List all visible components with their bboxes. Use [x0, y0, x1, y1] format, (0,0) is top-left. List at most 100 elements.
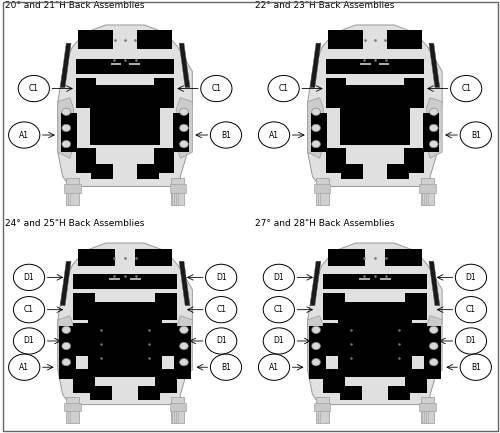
Bar [110, 63, 122, 65]
Text: 24° and 25"H Back Assemblies: 24° and 25"H Back Assemblies [5, 219, 144, 228]
Circle shape [8, 122, 40, 148]
Bar [155, 293, 176, 320]
Bar [62, 113, 77, 152]
Text: 27° and 28"H Back Assemblies: 27° and 28"H Back Assemblies [255, 219, 394, 228]
Bar [64, 403, 80, 410]
Bar [420, 184, 436, 193]
Bar [155, 369, 176, 394]
Bar [309, 326, 326, 379]
Bar [74, 293, 95, 320]
Polygon shape [179, 43, 190, 87]
Text: C1: C1 [212, 84, 222, 93]
Polygon shape [310, 261, 321, 306]
Polygon shape [429, 43, 440, 87]
Circle shape [14, 328, 44, 354]
Text: 20° and 21"H Back Assemblies: 20° and 21"H Back Assemblies [5, 1, 144, 10]
Bar [420, 397, 434, 423]
Text: C1: C1 [29, 84, 39, 93]
Circle shape [14, 264, 44, 291]
Text: A1: A1 [19, 363, 29, 372]
Text: C1: C1 [216, 305, 226, 314]
Bar [138, 386, 160, 400]
Circle shape [263, 264, 294, 291]
Bar [424, 326, 441, 379]
Circle shape [8, 354, 40, 380]
Bar [384, 249, 422, 266]
Circle shape [312, 343, 320, 350]
Bar [137, 30, 172, 49]
Text: C1: C1 [278, 84, 288, 93]
Text: A1: A1 [19, 130, 29, 139]
Circle shape [210, 354, 242, 380]
Bar [311, 113, 327, 152]
Text: D1: D1 [216, 336, 226, 346]
Circle shape [456, 297, 486, 323]
Bar [338, 302, 412, 377]
Circle shape [460, 354, 492, 380]
Bar [404, 148, 424, 173]
Polygon shape [58, 243, 192, 404]
Circle shape [180, 140, 188, 148]
Bar [90, 386, 112, 400]
Circle shape [18, 75, 50, 102]
Text: D1: D1 [274, 273, 284, 282]
Bar [59, 326, 76, 379]
Circle shape [180, 326, 188, 333]
Bar [78, 30, 113, 49]
Bar [88, 302, 162, 377]
Text: D1: D1 [274, 336, 284, 346]
Polygon shape [60, 261, 71, 306]
Bar [420, 403, 436, 410]
Circle shape [180, 124, 188, 132]
Bar [76, 148, 96, 173]
Bar [326, 59, 424, 74]
Polygon shape [429, 261, 440, 306]
Text: A1: A1 [269, 363, 279, 372]
Polygon shape [176, 316, 192, 376]
Bar [170, 184, 186, 193]
Bar [404, 78, 424, 108]
Bar [360, 278, 370, 281]
Bar [405, 293, 426, 320]
Text: B1: B1 [221, 130, 231, 139]
Bar [405, 323, 426, 356]
Text: B1: B1 [221, 363, 231, 372]
Text: C1: C1 [461, 84, 471, 93]
Bar [78, 249, 116, 266]
Circle shape [62, 108, 70, 116]
Circle shape [312, 140, 320, 148]
Circle shape [460, 122, 492, 148]
Bar [328, 30, 363, 49]
Circle shape [312, 359, 320, 366]
Bar [326, 148, 346, 173]
Bar [316, 397, 330, 423]
Bar [110, 278, 120, 281]
Text: D1: D1 [466, 336, 476, 346]
Circle shape [206, 328, 237, 354]
Bar [170, 178, 184, 205]
Text: C1: C1 [274, 305, 284, 314]
Circle shape [263, 297, 294, 323]
Bar [76, 59, 174, 74]
Circle shape [62, 359, 70, 366]
Bar [388, 386, 409, 400]
Bar [155, 323, 176, 356]
Bar [64, 184, 80, 193]
Text: C1: C1 [24, 305, 34, 314]
Bar [74, 323, 95, 356]
Circle shape [430, 108, 438, 116]
Circle shape [430, 124, 438, 132]
Bar [387, 30, 422, 49]
Circle shape [312, 326, 320, 333]
Bar [92, 164, 113, 179]
Circle shape [430, 326, 438, 333]
Circle shape [180, 343, 188, 350]
Bar [170, 403, 186, 410]
Bar [316, 178, 330, 205]
Bar [154, 78, 174, 108]
Circle shape [180, 108, 188, 116]
Bar [66, 397, 80, 423]
Polygon shape [179, 261, 190, 306]
Polygon shape [308, 243, 442, 404]
Bar [326, 78, 346, 108]
